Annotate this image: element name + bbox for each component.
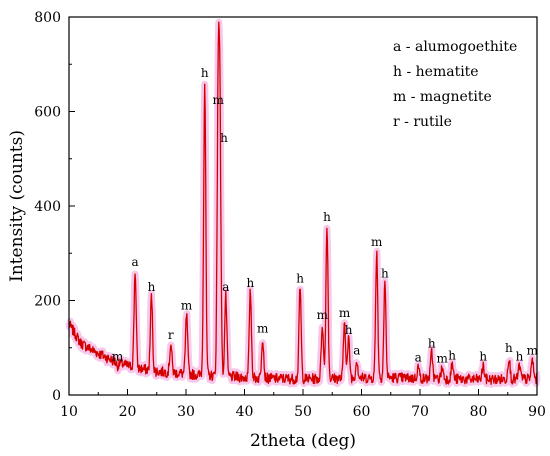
x-tick-label: 10 bbox=[60, 404, 78, 420]
peak-label: a bbox=[353, 344, 360, 358]
peak-label: h bbox=[148, 280, 156, 294]
peak-label: h bbox=[345, 323, 353, 337]
y-axis: 0 200 400 600 800 bbox=[34, 10, 75, 404]
peak-label: m bbox=[212, 93, 224, 107]
y-tick-label: 400 bbox=[34, 199, 61, 215]
peak-label: m bbox=[339, 306, 351, 320]
x-axis-title: 2theta (deg) bbox=[250, 431, 356, 451]
peak-label: r bbox=[168, 328, 174, 342]
y-tick-label: 800 bbox=[34, 10, 61, 26]
legend-entry: a - alumogoethite bbox=[393, 39, 517, 55]
peak-label: h bbox=[201, 66, 209, 80]
x-tick-label: 80 bbox=[470, 404, 488, 420]
legend: a - alumogoethite h - hematite m - magneti… bbox=[393, 39, 517, 130]
y-tick-label: 0 bbox=[52, 388, 61, 404]
x-axis: 10 20 30 40 50 60 70 80 90 bbox=[60, 389, 546, 420]
peak-label: m bbox=[527, 344, 539, 358]
peak-label: a bbox=[415, 351, 422, 365]
legend-entry: r - rutile bbox=[393, 114, 452, 130]
x-tick-label: 60 bbox=[353, 404, 371, 420]
x-tick-label: 20 bbox=[119, 404, 137, 420]
peak-label: h bbox=[448, 348, 456, 362]
peak-label: h bbox=[296, 271, 304, 285]
y-axis-title: Intensity (counts) bbox=[7, 130, 27, 282]
peak-label: h bbox=[479, 350, 487, 364]
x-tick-label: 40 bbox=[236, 404, 254, 420]
peak-label: m bbox=[257, 321, 269, 335]
peak-label: m bbox=[437, 352, 449, 366]
x-tick-label: 90 bbox=[528, 404, 546, 420]
legend-entry: h - hematite bbox=[393, 64, 479, 80]
x-tick-label: 30 bbox=[177, 404, 195, 420]
peak-label: h bbox=[505, 341, 513, 355]
peak-label: h bbox=[246, 276, 254, 290]
peak-label: h bbox=[381, 267, 389, 281]
peak-label: m bbox=[317, 308, 329, 322]
peak-label: m bbox=[371, 235, 383, 249]
y-tick-label: 600 bbox=[34, 105, 61, 121]
x-tick-label: 50 bbox=[294, 404, 312, 420]
peak-label: h bbox=[323, 210, 331, 224]
peak-label: m bbox=[181, 299, 193, 313]
peak-label: h bbox=[516, 350, 524, 364]
y-tick-label: 200 bbox=[34, 294, 61, 310]
data-line-path bbox=[68, 21, 538, 385]
peak-label: a bbox=[222, 280, 229, 294]
data-line bbox=[68, 21, 538, 385]
legend-entry: m - magnetite bbox=[393, 89, 492, 105]
peak-label: a bbox=[132, 255, 139, 269]
peak-label: h bbox=[220, 131, 228, 145]
x-tick-label: 70 bbox=[411, 404, 429, 420]
peak-label: h bbox=[428, 336, 436, 350]
peak-label: m bbox=[112, 350, 124, 364]
